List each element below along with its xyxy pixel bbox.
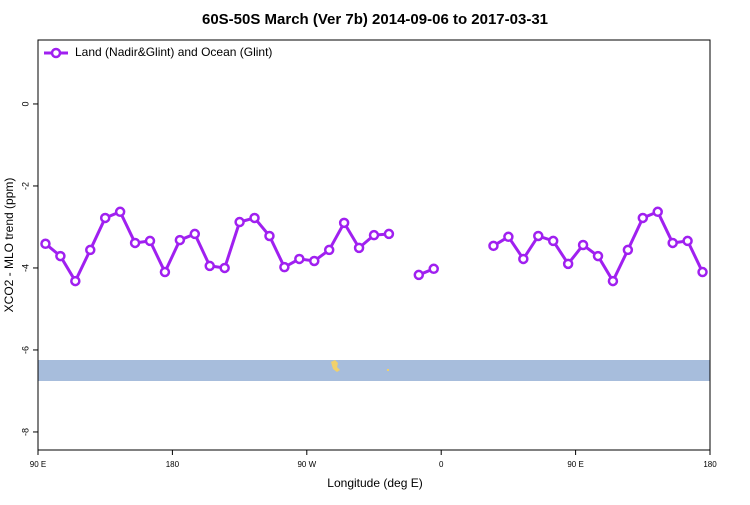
- point: [652, 206, 663, 218]
- point: [249, 212, 260, 224]
- point: [114, 206, 126, 218]
- point: [592, 250, 604, 262]
- point: [368, 229, 380, 241]
- point: [413, 269, 425, 281]
- x-tick-label: 180: [166, 460, 180, 469]
- legend-marker: [50, 47, 62, 59]
- y-tick-label: -6: [20, 346, 30, 354]
- point: [189, 228, 201, 240]
- point: [174, 234, 186, 246]
- point: [294, 253, 305, 265]
- point: [667, 237, 678, 249]
- point: [55, 250, 66, 262]
- point: [234, 216, 245, 228]
- chart-title: 60S-50S March (Ver 7b) 2014-09-06 to 201…: [202, 11, 548, 28]
- point: [383, 228, 395, 240]
- map-strip: [38, 360, 710, 381]
- point: [338, 217, 350, 229]
- point: [503, 231, 514, 243]
- point: [279, 261, 290, 273]
- point: [697, 266, 708, 278]
- point: [353, 242, 365, 254]
- point: [129, 237, 141, 249]
- point: [159, 266, 171, 278]
- y-axis-label: XCO2 - MLO trend (ppm): [2, 178, 16, 313]
- point: [577, 239, 589, 251]
- x-axis-label: Longitude (deg E): [327, 476, 422, 490]
- point: [637, 212, 649, 224]
- land-patch: [331, 360, 340, 372]
- point: [144, 235, 156, 247]
- point: [204, 260, 215, 272]
- point: [622, 244, 634, 256]
- y-tick-label: -4: [20, 264, 30, 272]
- series-line: [44, 209, 704, 285]
- point: [85, 244, 96, 256]
- x-tick-label: 90 W: [297, 460, 316, 469]
- point: [562, 258, 574, 270]
- point: [323, 244, 335, 256]
- x-tick-label: 90 E: [30, 460, 46, 469]
- y-tick-label: -2: [20, 182, 30, 190]
- point: [99, 212, 111, 224]
- point: [70, 275, 81, 287]
- legend-label: Land (Nadir&Glint) and Ocean (Glint): [75, 45, 272, 59]
- plot-frame: [37, 39, 711, 451]
- point: [607, 275, 619, 287]
- point: [309, 255, 320, 267]
- x-tick-label: 90 E: [567, 460, 583, 469]
- land-patch: [387, 369, 389, 371]
- point: [533, 230, 544, 242]
- point: [547, 235, 559, 247]
- point: [219, 262, 230, 274]
- y-tick-label: -8: [20, 428, 30, 436]
- x-tick-label: 180: [703, 460, 717, 469]
- point: [518, 253, 529, 265]
- x-tick-label: 0: [439, 460, 444, 469]
- point: [488, 240, 499, 252]
- point: [428, 263, 439, 275]
- point: [40, 238, 51, 250]
- point: [264, 230, 275, 242]
- y-tick-label: 0: [20, 101, 30, 106]
- point: [682, 235, 693, 247]
